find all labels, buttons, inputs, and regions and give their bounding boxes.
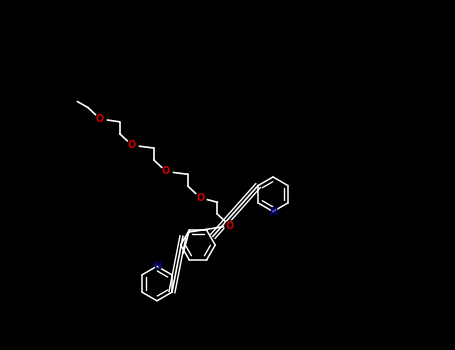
Text: N: N	[153, 261, 161, 271]
Text: O: O	[96, 114, 104, 124]
Text: O: O	[226, 221, 234, 231]
Text: O: O	[162, 167, 170, 176]
Text: O: O	[128, 140, 136, 150]
Text: O: O	[196, 193, 204, 203]
Text: N: N	[269, 206, 277, 217]
